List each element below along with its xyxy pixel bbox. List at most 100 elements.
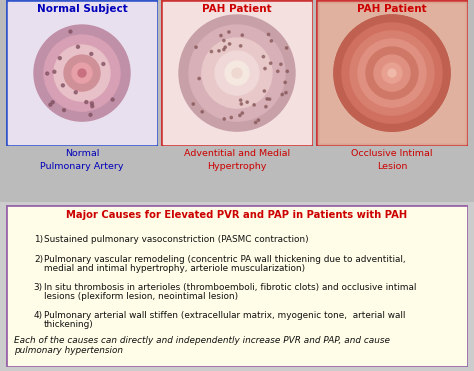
Circle shape (239, 114, 241, 116)
Bar (6, 0, 158, 146)
Circle shape (218, 50, 220, 52)
Circle shape (358, 39, 426, 107)
Circle shape (285, 47, 288, 49)
Circle shape (382, 63, 402, 83)
Circle shape (281, 93, 283, 96)
Circle shape (89, 113, 92, 116)
Circle shape (264, 105, 267, 108)
Circle shape (270, 62, 272, 65)
Text: 1): 1) (34, 236, 43, 244)
Circle shape (63, 109, 65, 112)
Circle shape (342, 23, 442, 123)
Text: PAH Patient: PAH Patient (357, 4, 427, 14)
Circle shape (78, 69, 86, 77)
Circle shape (44, 35, 120, 111)
Circle shape (350, 31, 434, 115)
Circle shape (267, 33, 270, 36)
Text: In situ thrombosis in arterioles (thromboemboli, fibrotic clots) and occlusive i: In situ thrombosis in arterioles (thromb… (44, 283, 416, 292)
Circle shape (230, 116, 232, 119)
Circle shape (284, 81, 286, 83)
Circle shape (195, 46, 197, 48)
Circle shape (374, 55, 410, 91)
Text: 3): 3) (34, 283, 43, 292)
Circle shape (102, 62, 105, 66)
Circle shape (358, 39, 426, 107)
Circle shape (49, 103, 52, 106)
Circle shape (91, 105, 94, 108)
Text: PAH Patient: PAH Patient (202, 4, 272, 14)
Circle shape (72, 63, 92, 83)
Text: Hypertrophy: Hypertrophy (207, 162, 267, 171)
Text: Occlusive Intimal: Occlusive Intimal (351, 149, 433, 158)
Circle shape (350, 31, 434, 115)
Circle shape (64, 55, 100, 91)
Circle shape (388, 69, 396, 77)
Circle shape (228, 43, 231, 45)
Circle shape (179, 15, 295, 131)
Circle shape (201, 111, 203, 113)
Text: thickening): thickening) (44, 320, 94, 329)
Circle shape (285, 92, 287, 94)
Circle shape (241, 34, 244, 36)
Circle shape (224, 46, 227, 48)
Circle shape (255, 121, 257, 124)
Bar (318, 2, 466, 144)
Circle shape (342, 23, 442, 123)
Circle shape (266, 98, 268, 100)
Circle shape (76, 45, 80, 48)
Circle shape (239, 99, 242, 101)
Circle shape (91, 102, 93, 105)
Circle shape (69, 30, 72, 33)
Text: Pulmonary vascular remodeling (concentric PA wall thickening due to adventitial,: Pulmonary vascular remodeling (concentri… (44, 255, 406, 263)
Circle shape (262, 55, 264, 58)
Circle shape (58, 57, 61, 60)
Circle shape (334, 15, 450, 131)
Circle shape (270, 40, 273, 42)
Circle shape (257, 119, 260, 121)
Text: Pulmonary Artery: Pulmonary Artery (40, 162, 124, 171)
Circle shape (34, 25, 130, 121)
Text: lesions (plexiform lesion, neointimal lesion): lesions (plexiform lesion, neointimal le… (44, 292, 238, 301)
Circle shape (85, 101, 88, 104)
Circle shape (74, 91, 77, 94)
Circle shape (51, 101, 54, 104)
Text: 4): 4) (34, 311, 43, 320)
Circle shape (54, 45, 110, 101)
Circle shape (202, 38, 272, 108)
Circle shape (210, 50, 213, 53)
Text: Major Causes for Elevated PVR and PAP in Patients with PAH: Major Causes for Elevated PVR and PAP in… (66, 210, 408, 220)
Text: Lesion: Lesion (377, 162, 407, 171)
Circle shape (223, 48, 225, 51)
Text: pulmonary hypertension: pulmonary hypertension (14, 347, 123, 355)
Circle shape (46, 72, 49, 75)
Circle shape (241, 112, 244, 114)
Bar (163, 2, 311, 144)
Bar (8, 2, 156, 144)
Circle shape (268, 98, 271, 101)
Circle shape (240, 103, 243, 105)
Bar (316, 0, 468, 146)
Bar (161, 0, 313, 146)
Text: Normal Subject: Normal Subject (36, 4, 128, 14)
Circle shape (246, 101, 248, 104)
Circle shape (189, 25, 285, 121)
Circle shape (280, 63, 282, 66)
Text: Adventitial and Medial: Adventitial and Medial (184, 149, 290, 158)
Circle shape (223, 118, 226, 120)
Text: 2): 2) (34, 255, 43, 263)
Circle shape (198, 77, 201, 80)
Circle shape (277, 70, 279, 72)
Circle shape (264, 68, 266, 70)
Text: Pulmonary arterial wall stiffen (extracellular matrix, myogenic tone,  arterial : Pulmonary arterial wall stiffen (extrace… (44, 311, 405, 320)
Circle shape (53, 70, 56, 73)
Text: medial and intimal hypertrophy, arteriole muscularization): medial and intimal hypertrophy, arteriol… (44, 264, 305, 273)
Circle shape (263, 90, 265, 92)
Circle shape (90, 52, 93, 55)
Circle shape (192, 103, 194, 105)
Circle shape (225, 61, 249, 85)
Circle shape (253, 104, 255, 106)
Text: Sustained pulmonary vasoconstriction (PASMC contraction): Sustained pulmonary vasoconstriction (PA… (44, 236, 309, 244)
Circle shape (111, 98, 114, 101)
Circle shape (232, 68, 242, 78)
Circle shape (382, 63, 402, 83)
